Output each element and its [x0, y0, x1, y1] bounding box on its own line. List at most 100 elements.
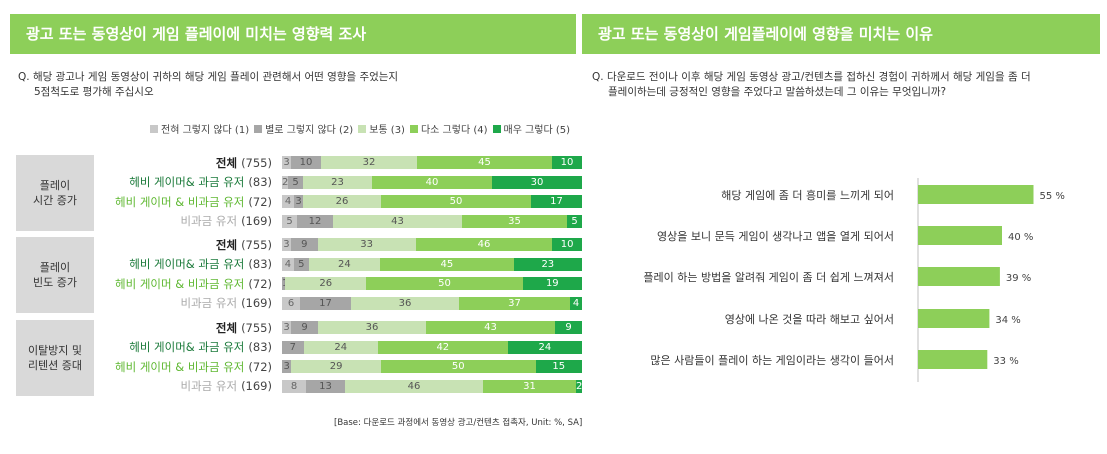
row-label-text: 전체 — [215, 237, 238, 252]
bar-segment: 9 — [291, 321, 318, 334]
row-sample-size: (72) — [248, 194, 272, 209]
row-sample-size: (169) — [241, 214, 272, 228]
legend-item: 별로 그렇지 않다 (2) — [254, 121, 353, 136]
bar-segment: 50 — [380, 360, 536, 373]
row-sample-size: (169) — [241, 296, 272, 310]
bar-segment: 23 — [513, 257, 582, 271]
legend-swatch — [150, 124, 158, 133]
legend-swatch — [409, 124, 418, 133]
legend-swatch — [358, 124, 367, 133]
row-label: 비과금 유저 (169) — [100, 295, 273, 311]
group-label-line: 플레이 — [39, 261, 71, 274]
reason-bar — [918, 226, 1002, 245]
legend-label: 매우 그렇다 (5) — [503, 125, 571, 136]
bar-segment: 50 — [381, 195, 531, 208]
legend-item: 다소 그렇다 (4) — [409, 121, 488, 136]
category-label: 영상을 보니 문득 게임이 생각나고 앱을 열게 되어서 — [657, 230, 894, 243]
row-sample-size: (83) — [248, 340, 272, 354]
row-sample-size: (755) — [241, 155, 272, 170]
stacked-bar: 4 5 24 45 23 — [282, 257, 582, 271]
bar-segment: 3 — [294, 195, 303, 208]
left-panel-title: 광고 또는 동영상이 게임 플레이에 미치는 영향력 조사 — [10, 14, 576, 54]
row-label-text: 비과금 유저 — [180, 214, 238, 228]
bar-segment: 26 — [303, 195, 381, 208]
row-label: 헤비 게이머 & 비과금 유저 (72) — [100, 359, 272, 375]
reason-bar — [918, 309, 990, 328]
bar-segment: 10 — [552, 156, 582, 169]
bar-segment: 50 — [366, 277, 523, 290]
right-question: Q. 다운로드 전이나 이후 해당 게임 동영상 광고/컨텐츠를 접하신 경험이… — [592, 70, 1102, 100]
legend-label: 전혀 그렇지 않다 (1) — [161, 125, 250, 136]
bar-segment: 26 — [285, 277, 367, 290]
stacked-bar: 7 24 42 24 — [282, 340, 582, 354]
row-label-text: 전체 — [215, 320, 238, 335]
bar-segment: 40 — [372, 175, 492, 189]
chart-legend: 전혀 그렇지 않다 (1) 별로 그렇지 않다 (2) 보통 (3) 다소 그렇다 (… — [150, 121, 590, 136]
group-label-line: 시간 증가 — [33, 194, 77, 207]
bar-segment: 29 — [291, 360, 381, 373]
bar-segment: 15 — [535, 360, 582, 373]
right-panel-title: 광고 또는 동영상이 게임플레이에 영향을 미치는 이유 — [582, 14, 1100, 54]
bar-segment: 33 — [317, 238, 416, 251]
legend-item: 보통 (3) — [358, 121, 405, 136]
row-label-text: 헤비 게이머 & 비과금 유저 — [115, 194, 245, 209]
row-label-text: 헤비 게이머& 과금 유저 — [129, 340, 245, 354]
bar-segment: 2 — [576, 379, 583, 393]
stacked-bar: 1265019 — [282, 277, 582, 290]
bar-segment: 7 — [282, 340, 304, 354]
base-note: [Base: 다운로드 과정에서 동영상 광고/컨텐츠 접촉자, Unit: %… — [334, 418, 583, 428]
group-label: 이탈방지 및 리텐션 증대 — [16, 320, 94, 396]
bar-segment: 3 — [282, 156, 291, 169]
reason-bar — [918, 350, 988, 369]
legend-label: 보통 (3) — [369, 125, 405, 136]
row-label-text: 헤비 게이머& 과금 유저 — [129, 175, 245, 189]
stacked-bar: 2 5 23 40 30 — [282, 175, 582, 189]
right-question-line-2: 플레이하는데 긍정적인 영향을 주었다고 말씀하셨는데 그 이유는 무엇입니까? — [608, 86, 947, 98]
bar-segment: 43 — [333, 214, 462, 228]
bar-segment: 10 — [552, 238, 582, 251]
bar-segment: 24 — [308, 257, 380, 271]
bar-segment: 19 — [522, 277, 582, 290]
bar-segment: 9 — [290, 238, 318, 251]
category-label: 많은 사람들이 플레이 하는 게임이라는 생각이 들어서 — [650, 353, 894, 367]
bar-segment: 35 — [462, 214, 567, 228]
left-question-line-2: 5점척도로 평가해 주십시오 — [34, 86, 154, 98]
stacked-bar: 3 9 33 46 10 — [282, 238, 582, 251]
row-sample-size: (83) — [248, 175, 272, 189]
bar-segment: 37 — [459, 296, 570, 310]
bar-segment: 36 — [351, 296, 459, 310]
bar-segment: 45 — [380, 257, 514, 271]
bar-segment: 32 — [321, 156, 417, 169]
group-label-line: 이탈방지 및 — [27, 344, 83, 357]
bar-segment: 17 — [531, 195, 582, 208]
legend-swatch — [254, 124, 263, 133]
row-label: 비과금 유저 (169) — [100, 378, 273, 394]
row-label-text: 전체 — [215, 155, 238, 170]
bar-segment: 46 — [345, 379, 483, 393]
row-label-text: 헤비 게이머 & 비과금 유저 — [115, 359, 245, 374]
value-label: 55 % — [1040, 191, 1065, 202]
row-sample-size: (72) — [248, 276, 272, 291]
row-label-text: 헤비 게이머 & 비과금 유저 — [115, 276, 245, 291]
bar-segment: 4 — [282, 257, 294, 271]
reason-bar — [918, 185, 1034, 204]
row-label: 헤비 게이머& 과금 유저 (83) — [100, 256, 272, 272]
value-label: 40 % — [1008, 232, 1033, 243]
bar-segment: 42 — [377, 340, 508, 354]
stacked-bar: 3 10 32 45 10 — [282, 156, 582, 169]
row-label: 헤비 게이머 & 비과금 유저 (72) — [100, 194, 272, 210]
bar-segment: 3 — [282, 360, 292, 373]
legend-label: 다소 그렇다 (4) — [420, 125, 488, 136]
bar-segment: 10 — [291, 156, 321, 169]
row-label: 헤비 게이머& 과금 유저 (83) — [100, 339, 272, 355]
bar-segment: 46 — [415, 238, 553, 251]
row-label: 비과금 유저 (169) — [100, 213, 273, 229]
bar-segment: 2 — [282, 175, 289, 189]
bar-segment: 23 — [303, 175, 372, 189]
legend-item: 매우 그렇다 (5) — [492, 121, 571, 136]
bar-segment: 12 — [297, 214, 333, 228]
row-sample-size: (755) — [241, 320, 272, 335]
row-label: 헤비 게이머 & 비과금 유저 (72) — [100, 276, 272, 292]
group-label-line: 플레이 — [39, 179, 71, 192]
stacked-bar: 5 12 43 35 5 — [282, 214, 582, 228]
